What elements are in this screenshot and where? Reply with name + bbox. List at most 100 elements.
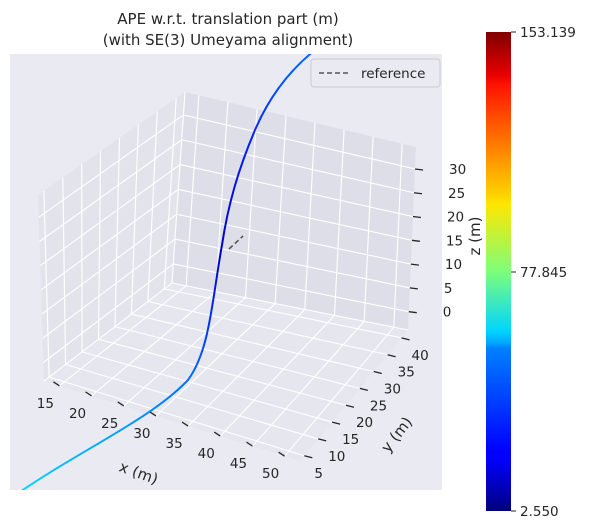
y-grid-line-wall [147,111,158,302]
y-grid-line-floor [48,376,305,457]
y-grid-line-floor [114,326,360,389]
pane-edge [171,91,186,284]
y-tick-mark [304,455,313,459]
grid-lines [38,91,416,457]
y-grid-line-floor [65,363,319,440]
z-grid-line-left [39,139,183,242]
y-tick-mark [401,337,410,341]
x-tick-label: 30 [133,426,150,442]
z-grid-line-right [174,238,410,289]
x-tick-mark [52,381,60,387]
z-tick-mark [408,311,417,314]
y-grid-line-wall [43,190,50,378]
z-tick-label: 0 [443,305,452,321]
x-grid-line-wall [215,102,229,292]
z-grid-line-right [179,164,414,218]
x-tick-label: 25 [101,416,118,432]
x-tick-labels: 15 20 25 30 35 40 45 50 [37,396,279,482]
x-tick-mark [149,411,157,417]
z-grid-line-right [178,188,413,241]
x-tick-mark [278,451,286,457]
z-grid-line-left [41,213,178,315]
x-grid-line-wall [274,116,287,304]
z-grid-line-left [38,114,184,218]
legend: reference [310,58,441,88]
x-grid-line-wall [333,129,345,316]
y-tick-mark [359,387,369,392]
z-tick-labels: 0 5 10 15 20 25 30 [443,162,466,321]
y-grid-line-wall [62,177,67,365]
y-grid-line-floor [81,351,333,423]
y-tick-label: 30 [384,382,401,398]
tick-marks [52,168,424,459]
z-tick-label: 30 [449,162,466,178]
colorbar: 153.139 77.845 2.550 [486,25,576,520]
colorbar-gradient [486,32,511,511]
y-grid-line-floor [98,338,347,406]
chart-title-line1: APE w.r.t. translation part (m) [117,10,338,28]
x-tick-mark [181,421,189,427]
y-tick-label: 25 [370,398,387,414]
y-tick-label: 40 [412,348,429,364]
y-tick-mark [373,370,382,375]
z-grid-line-right [181,139,415,194]
x-grid-line-wall [304,122,316,310]
legend-box [310,58,441,88]
x-tick-label: 45 [230,456,247,472]
x-tick-mark [213,431,221,437]
y-tick-label: 35 [398,365,415,381]
x-grid-line-wall [393,143,403,328]
colorbar-label-min: 2.550 [520,504,559,520]
x-tick-label: 20 [69,406,86,422]
x-grid-line-wall [185,95,200,286]
z-tick-mark [410,263,419,266]
z-grid-line-left [43,263,174,363]
reference-segment [228,235,244,250]
z-grid-line-left [39,164,181,267]
y-grid-line-wall [97,151,102,340]
y-tick-mark [345,404,355,408]
y-grid-line-wall [130,124,139,315]
y-grid-line-floor [131,313,374,373]
z-grid-line-left [40,188,179,291]
z-tick-label: 10 [445,257,462,273]
x-tick-mark [246,441,253,447]
y-tick-mark [387,354,396,358]
z-grid-line-right [176,213,411,265]
z-tick-mark [412,215,422,219]
trajectory-line [21,54,312,490]
floor-pane [44,283,408,461]
y-grid-line-wall [163,98,177,289]
legend-reference-label: reference [361,66,425,82]
x-grid-line-wall [363,136,374,322]
pane-edge [171,282,409,331]
z-tick-label: 15 [446,233,463,249]
y-tick-label: 5 [314,466,323,482]
y-tick-label: 10 [328,449,345,465]
y-grid-line-floor [147,300,388,356]
chart-title-line2: (with SE(3) Umeyama alignment) [103,31,354,49]
x-tick-label: 40 [198,446,215,462]
y-tick-label: 20 [356,415,373,431]
y-tick-mark [318,438,327,442]
z-tick-label: 5 [444,281,453,297]
x-tick-mark [117,401,125,407]
z-axis-label: z (m) [466,217,484,256]
y-grid-line-wall [114,137,121,327]
x-grid-line-wall [244,109,258,298]
y-grid-line-floor [164,288,402,339]
y-tick-label: 15 [342,432,359,448]
y-tick-mark [331,421,341,425]
z-tick-label: 25 [448,186,465,202]
z-tick-label: 20 [447,210,464,226]
z-tick-mark [414,168,424,171]
z-grid-line-right [183,114,416,170]
x-tick-label: 15 [37,396,54,412]
z-tick-mark [411,239,421,242]
z-grid-line-right [173,263,409,313]
x-tick-mark [85,391,92,397]
z-tick-mark [413,192,423,195]
colorbar-label-max: 153.139 [520,25,576,41]
